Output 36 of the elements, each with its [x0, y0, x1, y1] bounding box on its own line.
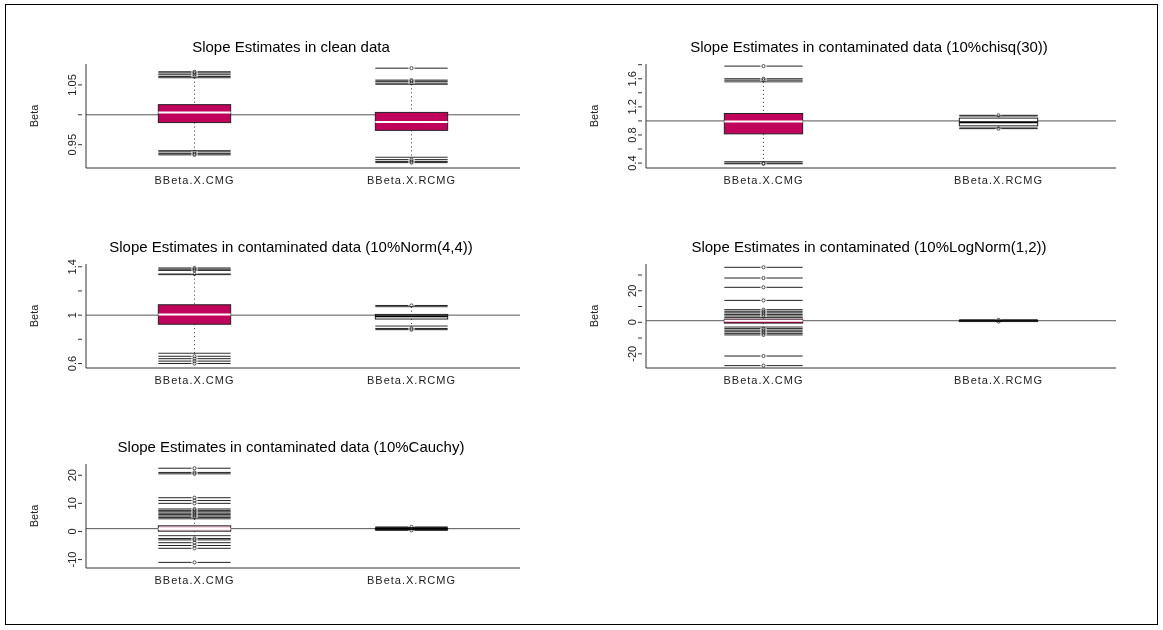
- y-tick-label: 1.2: [626, 99, 638, 115]
- chart-title: Slope Estimates in contaminated data (10%Norm(4,4)): [108, 238, 474, 255]
- y-tick-label: 1: [66, 312, 78, 319]
- y-tick-label: 0.8: [626, 127, 638, 143]
- y-axis-title: Beta: [587, 103, 600, 128]
- y-tick-label: 1.05: [66, 74, 78, 96]
- y-tick-label: 1.4: [66, 259, 78, 275]
- x-tick-label: BBeta.X.CMG: [154, 573, 235, 586]
- x-tick-label: BBeta.X.CMG: [154, 173, 235, 186]
- x-tick-label: BBeta.X.CMG: [723, 373, 804, 386]
- chart-title: Slope Estimates in contaminated data (10%Cauchy): [116, 438, 466, 455]
- x-tick-label: BBeta.X.CMG: [154, 373, 235, 386]
- y-tick-label: 1.6: [626, 71, 638, 87]
- y-axis-title: Beta: [27, 303, 40, 328]
- y-axis-title: Beta: [27, 103, 40, 128]
- x-tick-label: BBeta.X.RCMG: [366, 173, 457, 186]
- chart-title: Slope Estimates in contaminated (10%LogNorm(1,2)): [690, 238, 1048, 255]
- x-tick-label: BBeta.X.RCMG: [953, 173, 1044, 186]
- y-tick-label: -10: [66, 551, 78, 568]
- x-tick-label: BBeta.X.RCMG: [953, 373, 1044, 386]
- y-tick-label: 20: [66, 469, 78, 482]
- y-tick-label: 0.95: [66, 133, 78, 156]
- y-tick-label: 0.4: [626, 155, 638, 171]
- chart-title: Slope Estimates in clean data: [191, 38, 391, 55]
- y-tick-label: 20: [626, 284, 638, 297]
- chart-title: Slope Estimates in contaminated data (10%chisq(30)): [689, 38, 1049, 55]
- y-axis-title: Beta: [27, 503, 40, 528]
- x-tick-label: BBeta.X.CMG: [723, 173, 804, 186]
- y-tick-label: 0: [66, 528, 78, 535]
- y-tick-label: 0.6: [66, 355, 78, 372]
- y-tick-label: 0: [626, 319, 638, 326]
- x-tick-label: BBeta.X.RCMG: [366, 373, 457, 386]
- x-tick-label: BBeta.X.RCMG: [366, 573, 457, 586]
- y-tick-label: 10: [66, 497, 78, 510]
- y-tick-label: -20: [626, 345, 638, 362]
- y-axis-title: Beta: [587, 303, 600, 328]
